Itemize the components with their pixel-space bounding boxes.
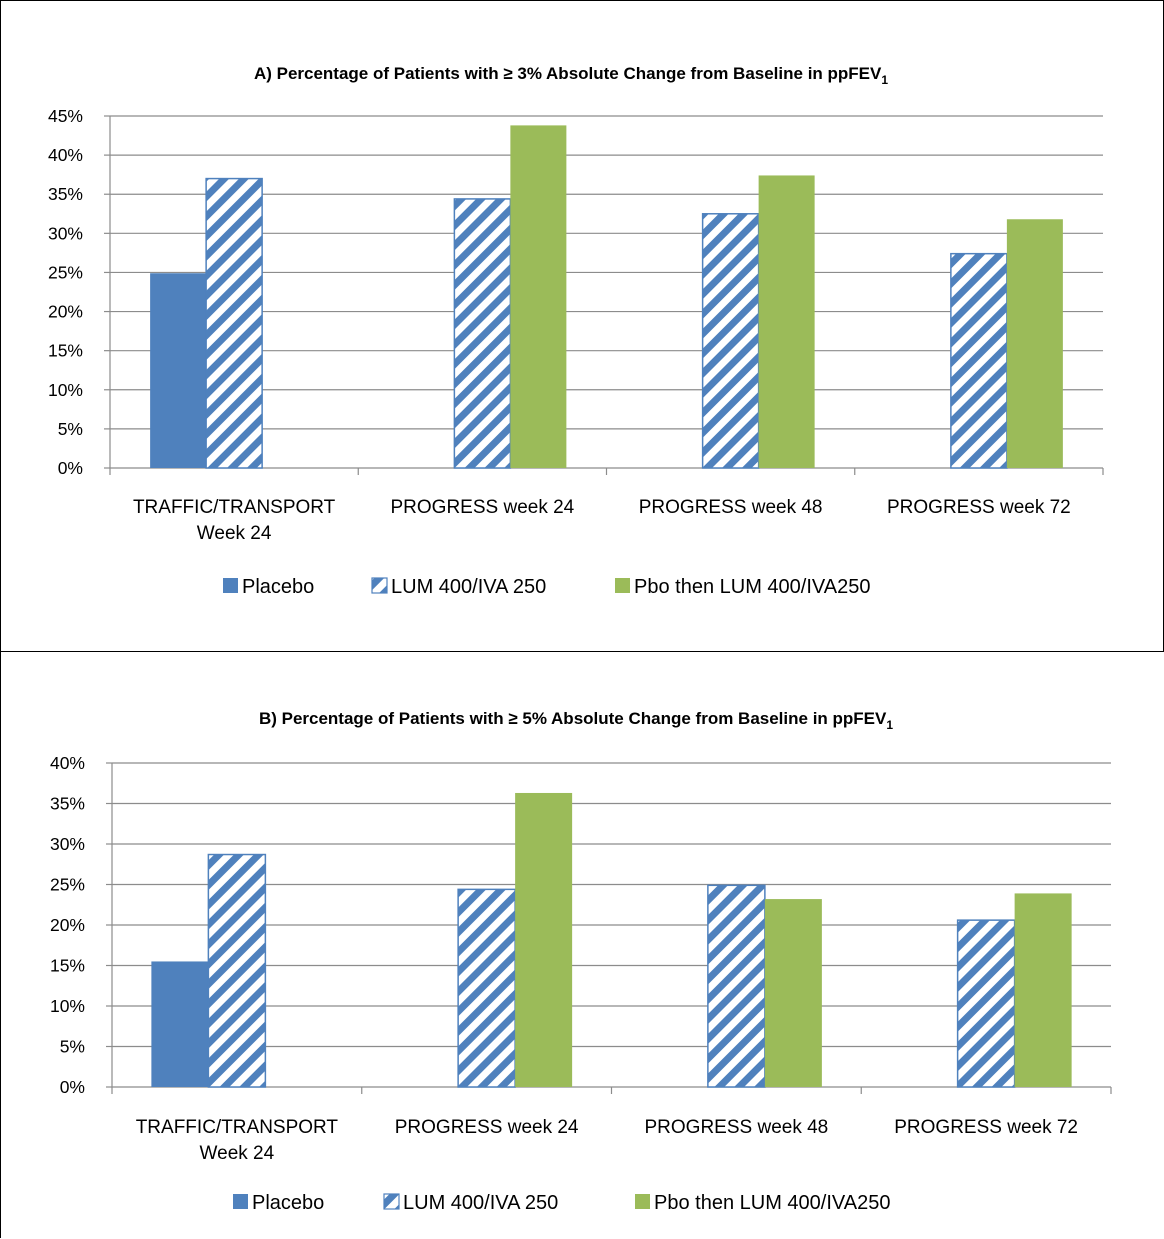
chart-a-svg: A) Percentage of Patients with ≥ 3% Abso… [48, 64, 1104, 598]
x-category-label: PROGRESS week 48 [645, 1117, 829, 1138]
chart-title: A) Percentage of Patients with ≥ 3% Abso… [254, 64, 888, 87]
x-category-label: TRAFFIC/TRANSPORT [136, 1117, 339, 1138]
x-category-label: PROGRESS week 48 [639, 497, 823, 518]
chart-title-text: B) Percentage of Patients with ≥ 5% Abso… [259, 709, 887, 728]
chart-b-svg: B) Percentage of Patients with ≥ 5% Abso… [50, 709, 1112, 1214]
y-tick-label: 40% [48, 145, 83, 165]
x-category-label: TRAFFIC/TRANSPORT [133, 497, 336, 518]
y-tick-label: 40% [50, 753, 85, 773]
legend-swatch [383, 1193, 400, 1210]
legend-label: Placebo [252, 1192, 324, 1214]
bar [207, 853, 267, 1088]
y-tick-label: 5% [58, 419, 83, 439]
y-tick-label: 25% [50, 875, 85, 895]
bar [764, 899, 822, 1087]
x-category-label: Week 24 [197, 523, 272, 544]
x-category-label: PROGRESS week 72 [887, 497, 1071, 518]
bar [701, 213, 760, 469]
legend-label: Pbo then LUM 400/IVA250 [654, 1192, 890, 1214]
bar [707, 884, 766, 1088]
y-tick-label: 20% [50, 915, 85, 935]
chart-panel-a: A) Percentage of Patients with ≥ 3% Abso… [0, 0, 1164, 652]
chart-title: B) Percentage of Patients with ≥ 5% Abso… [259, 709, 893, 732]
bar [510, 125, 567, 469]
x-category-label: Week 24 [200, 1143, 275, 1164]
legend-label: Pbo then LUM 400/IVA250 [634, 576, 870, 598]
y-tick-label: 10% [48, 380, 83, 400]
legend-swatch [233, 1194, 248, 1209]
bar [453, 198, 512, 469]
bar [956, 919, 1016, 1088]
y-tick-label: 15% [50, 956, 85, 976]
legend-swatch [635, 1194, 650, 1209]
chart-title-text: A) Percentage of Patients with ≥ 3% Abso… [254, 64, 882, 83]
bar [515, 792, 573, 1087]
y-tick-label: 0% [58, 458, 83, 478]
bar [205, 177, 263, 469]
bar [151, 961, 209, 1087]
chart-title-subscript: 1 [881, 73, 888, 87]
bar [150, 273, 207, 468]
y-tick-label: 20% [48, 302, 83, 322]
y-tick-label: 15% [48, 341, 83, 361]
y-tick-label: 35% [50, 794, 85, 814]
x-category-label: PROGRESS week 72 [894, 1117, 1078, 1138]
legend-label: LUM 400/IVA 250 [403, 1192, 558, 1214]
x-category-label: PROGRESS week 24 [391, 497, 575, 518]
y-tick-label: 35% [48, 184, 83, 204]
x-category-label: PROGRESS week 24 [395, 1117, 579, 1138]
y-tick-label: 30% [48, 223, 83, 243]
bar [950, 252, 1008, 469]
legend-swatch [371, 577, 388, 594]
bar [758, 175, 815, 468]
y-tick-label: 5% [60, 1037, 85, 1057]
bar [1014, 893, 1072, 1087]
y-tick-label: 45% [48, 106, 83, 126]
y-tick-label: 30% [50, 834, 85, 854]
chart-panel-b: B) Percentage of Patients with ≥ 5% Abso… [0, 651, 1164, 1238]
y-tick-label: 0% [60, 1077, 85, 1097]
chart-title-subscript: 1 [886, 718, 893, 732]
bar [1006, 219, 1063, 468]
legend-label: LUM 400/IVA 250 [391, 576, 546, 598]
bar [457, 888, 516, 1088]
y-tick-label: 10% [50, 996, 85, 1016]
legend-swatch [223, 578, 238, 593]
legend-swatch [615, 578, 630, 593]
y-tick-label: 25% [48, 262, 83, 282]
legend-label: Placebo [242, 576, 314, 598]
